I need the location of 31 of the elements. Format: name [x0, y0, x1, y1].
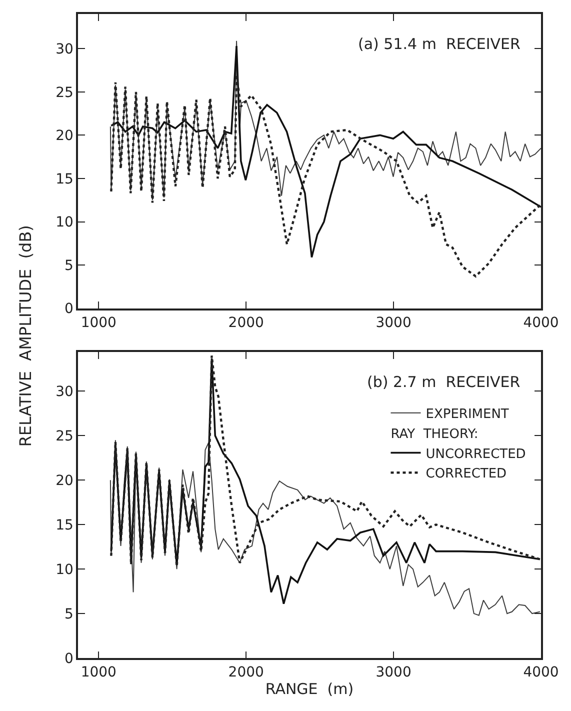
line-series: [110, 357, 541, 605]
legend-label: UNCORRECTED: [426, 446, 526, 462]
y-tick-label: 25: [56, 428, 74, 445]
legend-title: RAY THEORY:: [390, 426, 478, 442]
x-tick-label: 2000: [228, 664, 264, 681]
y-tick-label: 10: [56, 214, 74, 231]
y-tick-label: 30: [56, 384, 74, 400]
x-tick-label: 1000: [80, 314, 116, 331]
legend-label: EXPERIMENT: [426, 407, 509, 422]
y-tick-label: 20: [56, 128, 74, 144]
y-tick-label: 5: [64, 606, 74, 622]
annotation: (b) 2.7 m RECEIVER: [367, 373, 520, 391]
y-tick-label: 20: [56, 473, 74, 490]
x-tick-label: 3000: [376, 314, 412, 331]
x-tick-label: 1000: [80, 664, 116, 681]
y-tick-label: 15: [56, 171, 74, 188]
y-tick-label: 10: [56, 562, 74, 578]
x-tick-label: 4000: [523, 664, 559, 681]
x-axis-title: RANGE (m): [265, 680, 354, 698]
y-tick-label: 15: [56, 518, 74, 534]
annotation: (a) 51.4 m RECEIVER: [358, 35, 520, 53]
x-tick-label: 4000: [523, 314, 559, 331]
y-tick-label: 0: [64, 301, 74, 318]
y-axis-title: RELATIVE AMPLITUDE (dB): [16, 225, 35, 447]
x-tick-label: 3000: [376, 664, 412, 681]
y-tick-label: 5: [64, 258, 74, 274]
y-tick-label: 0: [64, 650, 74, 667]
y-tick-label: 25: [56, 84, 74, 101]
y-tick-label: 30: [56, 42, 74, 58]
legend-label: CORRECTED: [426, 466, 507, 482]
x-tick-label: 2000: [228, 314, 264, 331]
